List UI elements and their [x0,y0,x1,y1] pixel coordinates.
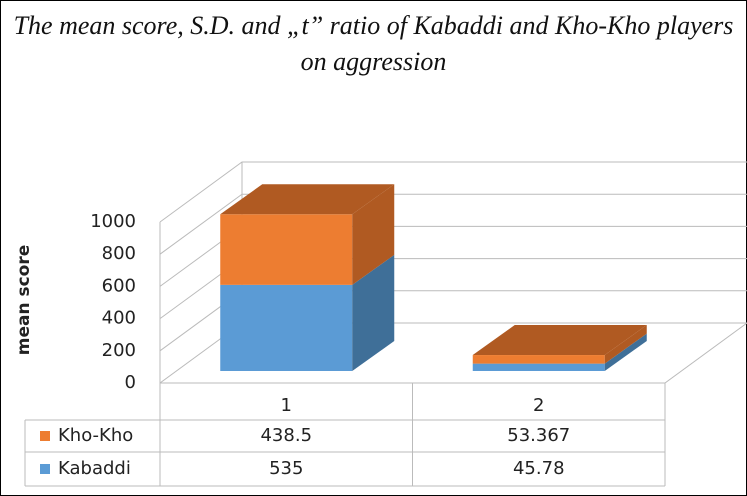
chart-title: The mean score, S.D. and „t” ratio of Ka… [13,11,734,76]
legend-label: Kabaddi [58,458,131,479]
bar-side [352,184,395,285]
grid-line [159,193,747,255]
bar-side [604,325,647,364]
bar-front [472,355,605,364]
y-tick-label: 0 [125,372,136,393]
table-value: 53.367 [507,425,570,446]
y-tick-label: 600 [102,275,136,296]
bar-top [220,184,395,215]
table-value: 535 [269,458,303,479]
y-tick-label: 800 [102,243,136,264]
legend-swatch [40,431,50,441]
x-tick-label: 2 [533,395,544,416]
legend-label: Kho-Kho [58,425,133,446]
table-value: 45.78 [513,458,565,479]
x-tick-label: 1 [281,395,292,416]
legend-swatch [40,464,50,474]
table-value: 438.5 [260,425,312,446]
bar-side [352,254,395,371]
y-tick-label: 400 [102,308,136,329]
bar-front [472,363,605,371]
y-tick-label: 200 [102,340,136,361]
bar-side [604,333,647,371]
bar-top [472,325,647,356]
bar-front [220,284,353,371]
grid-line [159,161,747,223]
y-axis-label: mean score [14,245,34,356]
bar-front [220,214,353,285]
y-tick-label: 1000 [90,211,136,232]
